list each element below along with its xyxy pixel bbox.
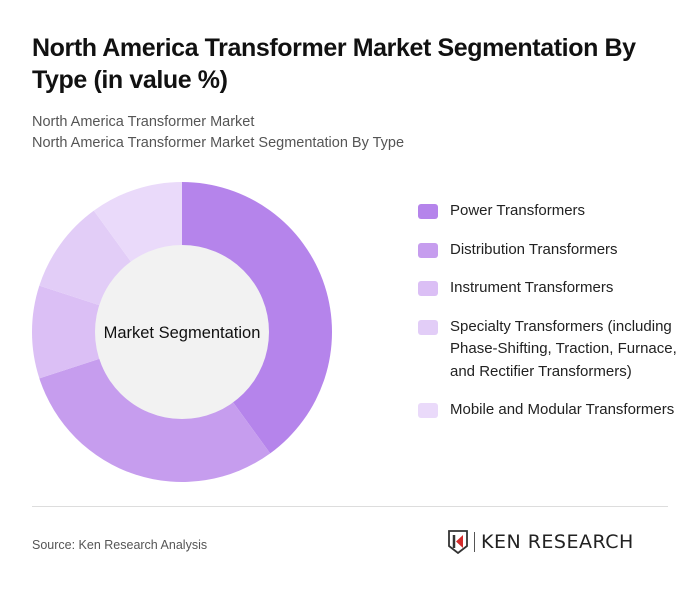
legend-item-instrument: Instrument Transformers bbox=[418, 277, 688, 300]
legend-item-distribution: Distribution Transformers bbox=[418, 239, 688, 262]
legend-label: Instrument Transformers bbox=[450, 279, 614, 296]
donut-chart: Market Segmentation bbox=[31, 182, 332, 482]
chart-subtitle-segmentation: North America Transformer Market Segment… bbox=[32, 135, 405, 151]
legend-swatch-distribution bbox=[418, 242, 438, 258]
legend-label: Distribution Transformers bbox=[450, 240, 618, 258]
legend-label: Specialty Transformers (including Phase-… bbox=[450, 317, 677, 380]
legend-item-specialty: Specialty Transformers (including Phase-… bbox=[418, 316, 688, 384]
legend-swatch-power bbox=[418, 204, 438, 219]
logo-text: KEN RESEARCH bbox=[481, 531, 634, 553]
logo-separator bbox=[474, 532, 475, 552]
legend-swatch-instrument bbox=[418, 281, 438, 296]
legend-label: Mobile and Modular Transformers bbox=[450, 401, 675, 418]
donut-center bbox=[95, 245, 269, 419]
legend-label: Power Transformers bbox=[450, 202, 586, 219]
ken-shield-icon bbox=[448, 530, 468, 554]
source-note: Source: Ken Research Analysis bbox=[32, 538, 208, 552]
ken-research-logo: KEN RESEARCH bbox=[448, 530, 634, 554]
legend-item-mobile: Mobile and Modular Transformers bbox=[418, 399, 688, 422]
chart-subtitle-market: North America Transformer Market bbox=[32, 114, 255, 130]
center-label: Market Segmentation bbox=[104, 324, 261, 342]
chart-title: North America Transformer Market Segment… bbox=[32, 34, 636, 94]
legend-item-power: Power Transformers bbox=[418, 200, 688, 223]
legend-swatch-mobile bbox=[418, 403, 438, 418]
footer-divider bbox=[32, 506, 668, 507]
legend-swatch-specialty bbox=[418, 319, 438, 335]
legend: Power Transformers Distribution Transfor… bbox=[418, 200, 688, 438]
